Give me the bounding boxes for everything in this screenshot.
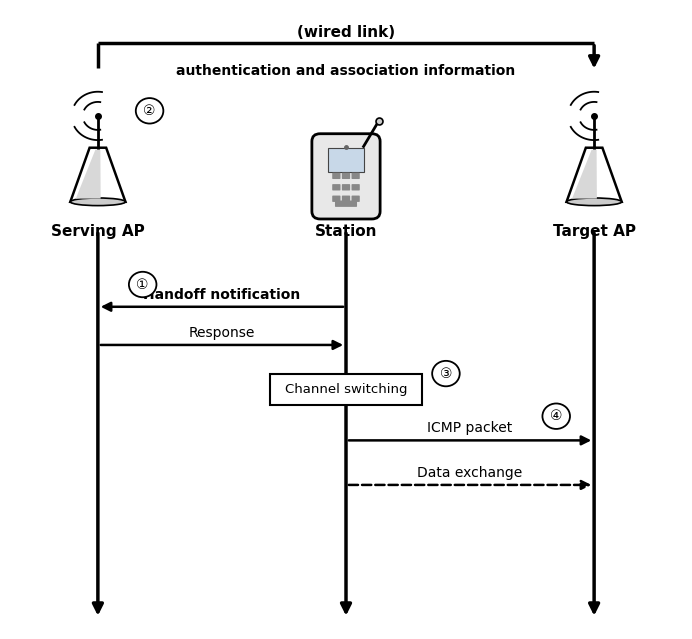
Polygon shape bbox=[76, 150, 100, 199]
FancyBboxPatch shape bbox=[332, 196, 340, 202]
Ellipse shape bbox=[71, 198, 125, 206]
Polygon shape bbox=[567, 148, 621, 202]
FancyBboxPatch shape bbox=[342, 196, 350, 202]
FancyBboxPatch shape bbox=[270, 374, 422, 404]
Circle shape bbox=[136, 98, 163, 123]
Text: Handoff notification: Handoff notification bbox=[143, 288, 300, 302]
Text: authentication and association information: authentication and association informati… bbox=[176, 64, 516, 78]
Text: ICMP packet: ICMP packet bbox=[428, 421, 513, 435]
Polygon shape bbox=[71, 148, 125, 202]
Text: (wired link): (wired link) bbox=[297, 24, 395, 40]
Ellipse shape bbox=[567, 198, 621, 206]
FancyBboxPatch shape bbox=[342, 173, 350, 179]
Text: ①: ① bbox=[136, 277, 149, 291]
Text: Station: Station bbox=[315, 224, 377, 239]
FancyBboxPatch shape bbox=[312, 134, 380, 219]
Text: Channel switching: Channel switching bbox=[284, 383, 408, 396]
FancyBboxPatch shape bbox=[332, 173, 340, 179]
Circle shape bbox=[129, 272, 156, 297]
Text: ③: ③ bbox=[439, 367, 452, 381]
Text: ④: ④ bbox=[550, 409, 563, 423]
Text: ②: ② bbox=[143, 104, 156, 118]
FancyBboxPatch shape bbox=[352, 196, 360, 202]
FancyBboxPatch shape bbox=[335, 201, 357, 207]
FancyBboxPatch shape bbox=[328, 148, 364, 172]
Circle shape bbox=[543, 403, 570, 429]
Polygon shape bbox=[572, 150, 597, 199]
Circle shape bbox=[432, 361, 459, 387]
Text: Target AP: Target AP bbox=[553, 224, 636, 239]
FancyBboxPatch shape bbox=[352, 173, 360, 179]
Text: Serving AP: Serving AP bbox=[51, 224, 145, 239]
FancyBboxPatch shape bbox=[342, 184, 350, 190]
FancyBboxPatch shape bbox=[352, 184, 360, 190]
Text: Data exchange: Data exchange bbox=[417, 466, 522, 480]
Text: Response: Response bbox=[189, 326, 255, 340]
FancyBboxPatch shape bbox=[332, 184, 340, 190]
